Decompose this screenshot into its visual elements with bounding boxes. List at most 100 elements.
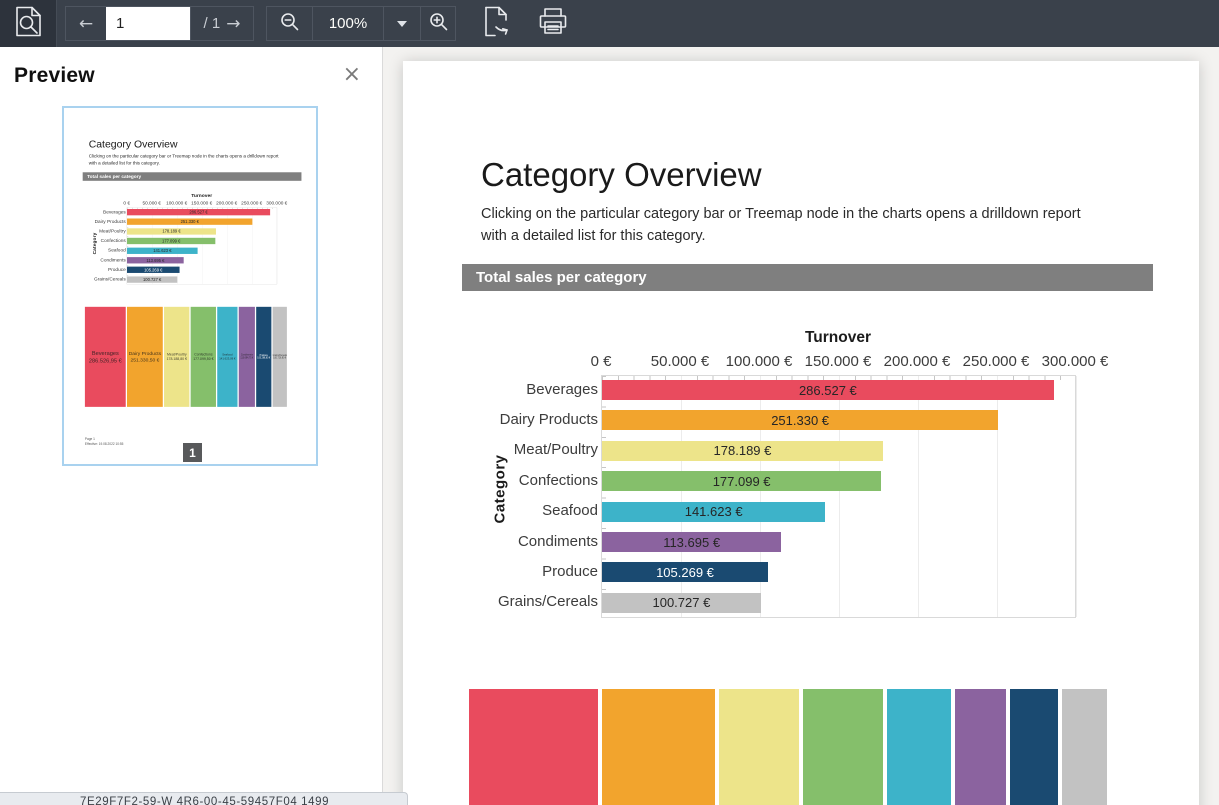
page-prev-button[interactable]: ←: [66, 7, 106, 40]
zoom-group: 100%: [266, 6, 456, 41]
category-bar-beverages[interactable]: 286.527 €: [602, 380, 1054, 400]
bar-value-label: 141.623 €: [153, 248, 172, 254]
treemap-node-value: 141.623,09 €: [219, 356, 236, 361]
zoom-in-button[interactable]: [420, 7, 455, 40]
report-page: Category Overview Clicking on the partic…: [403, 61, 1199, 805]
bar-value-label: 105.269 €: [656, 564, 714, 580]
close-icon[interactable]: ×: [342, 62, 361, 87]
zoom-in-icon: [428, 11, 449, 37]
status-bar: 7E29F7F2-59-W 4R6-00-45-59457F04 1499: [0, 792, 408, 805]
page-number-input[interactable]: [106, 7, 190, 40]
page-thumbnail-content: Category Overview Clicking on the partic…: [64, 108, 316, 464]
category-bar-beverages[interactable]: 286.527 €: [127, 208, 271, 216]
treemap-node-label: Confections: [194, 352, 213, 357]
treemap-node-value: 251.330,50 €: [130, 357, 160, 363]
category-label-condiments: Condiments: [517, 532, 598, 550]
x-axis-tick: 0 €: [590, 353, 612, 370]
treemap-node-value: 286.526,95 €: [88, 357, 122, 364]
treemap-node-value: 100.726,80 €: [273, 357, 287, 360]
preview-sidebar: Preview × Category Overview Clicking on …: [0, 47, 383, 805]
report-page-host: Category Overview Clicking on the partic…: [403, 61, 1199, 805]
find-preview-button[interactable]: [0, 0, 57, 47]
y-axis-label: Category: [92, 232, 98, 255]
viewer-toolbar: ← / 1 → 100%: [0, 0, 1219, 47]
category-bar-dairy-products[interactable]: 251.330 €: [602, 410, 999, 431]
report-description: Clicking on the particular category bar …: [481, 203, 1081, 248]
bar-value-label: 113.695 €: [663, 534, 721, 550]
category-bar-produce[interactable]: 105.269 €: [127, 266, 180, 274]
category-bar-seafood[interactable]: 141.623 €: [127, 247, 198, 254]
treemap-node-label: Seafood: [222, 353, 233, 357]
zoom-out-button[interactable]: [267, 7, 312, 40]
category-bar-condiments[interactable]: 113.695 €: [127, 257, 184, 264]
y-axis-label: Category: [491, 454, 509, 524]
category-label-grains-cereals: Grains/Cereals: [497, 593, 598, 611]
bar-value-label: 178.189 €: [713, 443, 772, 459]
zoom-dropdown-button[interactable]: [383, 7, 420, 40]
x-axis-tick: 150.000 €: [804, 353, 872, 370]
category-bar-dairy-products[interactable]: 251.330 €: [127, 218, 253, 225]
x-axis-tick: 300.000 €: [1041, 353, 1109, 370]
category-bar-grains-cereals[interactable]: 100.727 €: [602, 592, 761, 613]
bar-value-label: 178.189 €: [162, 229, 181, 234]
category-bar-meat-poultry[interactable]: 178.189 €: [602, 440, 883, 461]
x-axis-tick: 150.000 €: [191, 200, 213, 206]
report-description-line1: Clicking on the particular category bar …: [88, 153, 279, 159]
treemap-node-label: Meat/Poultry: [166, 352, 187, 357]
x-axis-tick: 0 €: [123, 200, 130, 206]
report-title: Category Overview: [481, 156, 762, 193]
category-bar-grains-cereals[interactable]: 100.727 €: [127, 276, 178, 283]
category-label-confections: Confections: [100, 238, 126, 244]
x-axis-tick: 250.000 €: [241, 200, 263, 206]
bar-value-label: 105.269 €: [144, 267, 163, 273]
gridline: [918, 376, 919, 617]
gridline: [839, 376, 840, 617]
treemap-node-value: 105.268,60 €: [257, 357, 271, 360]
gridline: [681, 376, 682, 617]
category-label-grains-cereals: Grains/Cereals: [94, 276, 126, 282]
report-description: Clicking on the particular category bar …: [89, 153, 279, 167]
category-bar-condiments[interactable]: 113.695 €: [602, 532, 782, 552]
print-button[interactable]: [530, 0, 576, 47]
page-next-button[interactable]: / 1 →: [190, 7, 253, 40]
report-description-line2: with a detailed list for this category.: [88, 161, 160, 167]
category-bar-confections[interactable]: 177.099 €: [127, 237, 216, 245]
report-footer: Page 1 Effective: 19.08.2022 10:55: [85, 437, 123, 447]
x-axis-tick: 100.000 €: [725, 353, 793, 370]
category-bar-meat-poultry[interactable]: 178.189 €: [127, 228, 216, 235]
section-header: Total sales per category: [462, 264, 1153, 291]
report-page: Category Overview Clicking on the partic…: [64, 108, 316, 464]
category-label-beverages: Beverages: [526, 380, 598, 398]
category-label-meat-poultry: Meat/Poultry: [99, 228, 126, 234]
category-label-meat-poultry: Meat/Poultry: [513, 441, 598, 459]
category-bar-produce[interactable]: 105.269 €: [602, 562, 768, 583]
category-label-dairy-products: Dairy Products: [499, 410, 598, 428]
printer-icon: [538, 7, 568, 40]
page-thumbnail[interactable]: Category Overview Clicking on the partic…: [62, 106, 318, 466]
export-button[interactable]: [474, 0, 520, 47]
bar-value-label: 100.727 €: [142, 277, 162, 282]
category-bar-seafood[interactable]: 141.623 €: [602, 501, 826, 522]
x-axis-tick: 200.000 €: [883, 353, 951, 370]
category-bar-confections[interactable]: 177.099 €: [602, 471, 882, 492]
treemap-node-label: Produce: [259, 354, 268, 357]
gridline: [760, 376, 761, 617]
plot-area: 286.527 € 251.330 € 178.189 € 177.099 € 141.…: [601, 375, 1077, 618]
